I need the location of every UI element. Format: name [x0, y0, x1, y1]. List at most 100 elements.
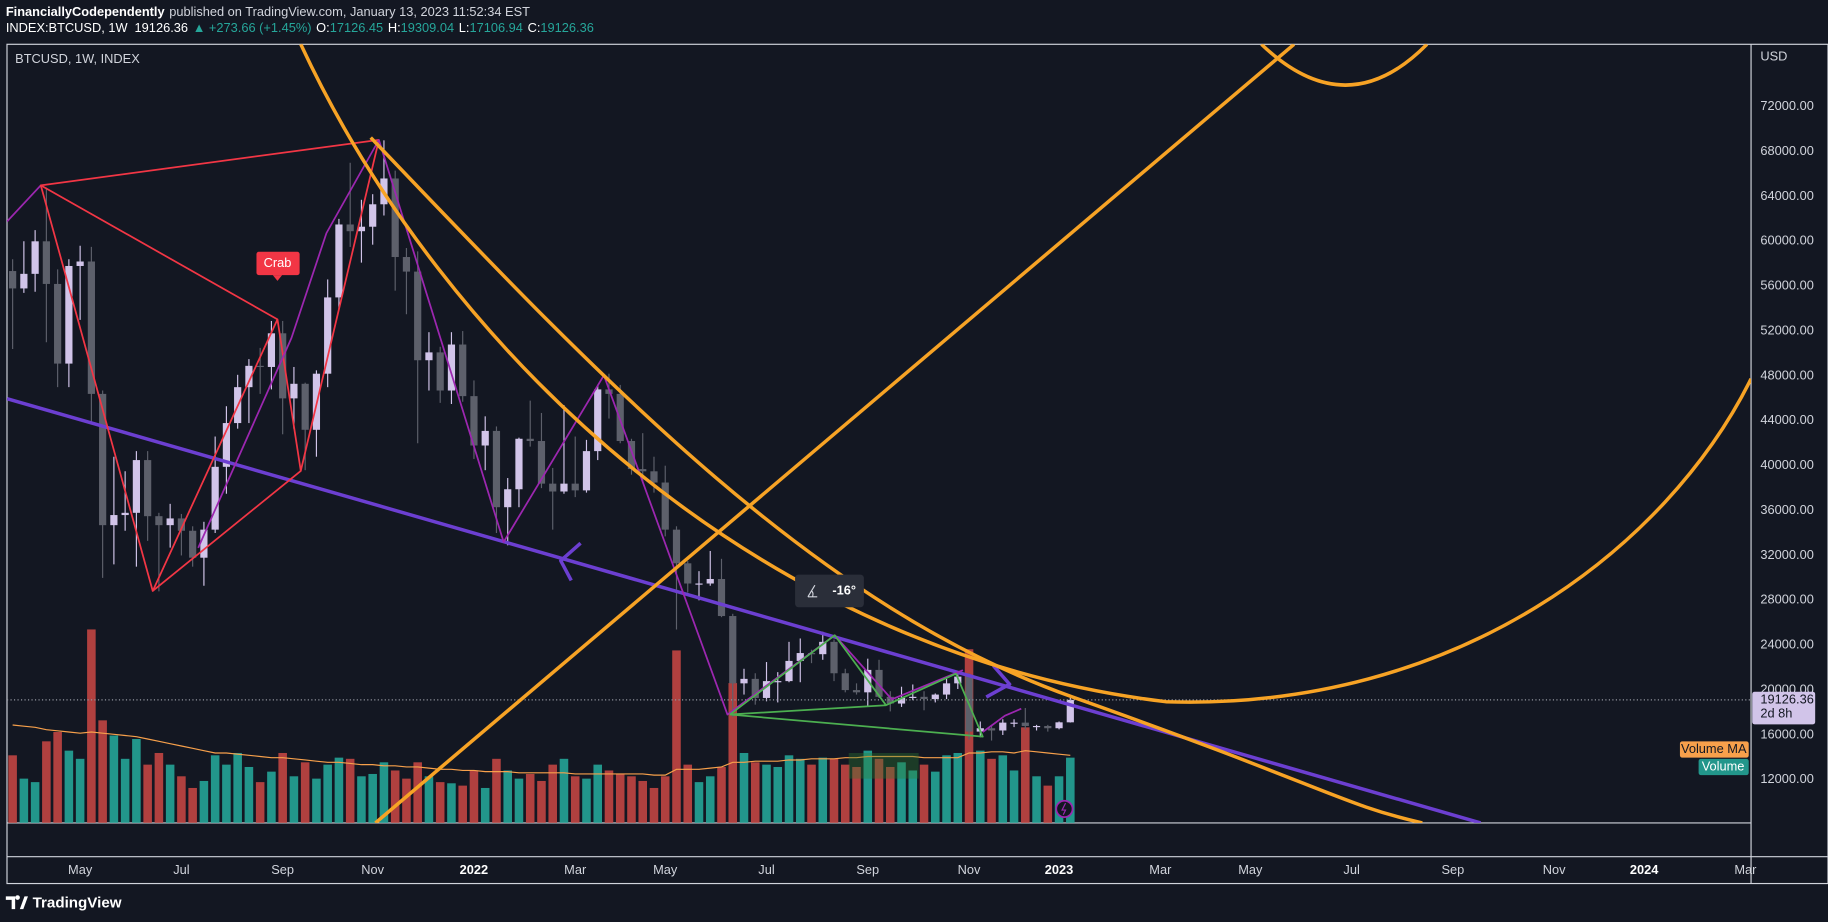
candle-body: [31, 241, 39, 274]
volume-bar: [267, 771, 276, 823]
y-tick-label: 48000.00: [1760, 367, 1813, 382]
volume-bar: [1043, 785, 1053, 823]
volume-bar: [19, 778, 29, 823]
arrow: [985, 664, 1012, 699]
x-tick-label: Sep: [856, 862, 879, 877]
candle-body: [504, 489, 512, 508]
ohlc-value: 19126.36: [540, 21, 593, 36]
candle-body: [740, 678, 748, 684]
y-tick-label: 16000.00: [1760, 726, 1813, 741]
volume-bar: [1021, 727, 1030, 823]
candle-body: [661, 482, 669, 530]
candle-body: [301, 383, 309, 430]
volume-bar: [728, 683, 738, 823]
last: 19126.36: [135, 21, 188, 36]
frame-border: [6, 43, 1828, 885]
volume-bar: [987, 758, 996, 823]
volume-bar: [300, 762, 310, 823]
candle-body: [526, 438, 534, 442]
x-tick-label: May: [653, 862, 678, 877]
x-tick-label: 2023: [1045, 862, 1074, 877]
pattern-label: Crab: [264, 255, 292, 270]
volume-bar: [53, 732, 62, 823]
ohlc-value: 17106.94: [469, 21, 522, 36]
candle-body: [909, 696, 917, 698]
candle-body: [751, 678, 759, 698]
tooltip-box: [795, 574, 864, 608]
volume-bar: [30, 782, 40, 823]
volume-bar: [64, 750, 74, 823]
ohlc-label: C:: [528, 21, 541, 36]
change: ▲ +273.66 (+1.45%): [193, 21, 312, 36]
volume-bar: [199, 780, 209, 823]
legend-box: [1698, 758, 1749, 776]
candle-body: [875, 669, 883, 697]
ohlc-label: H:: [388, 21, 401, 36]
volume-bar: [480, 787, 490, 823]
volume-bar: [604, 770, 614, 823]
volume-bar: [627, 776, 636, 823]
volume-bar: [1054, 776, 1064, 823]
pattern-green: [729, 634, 984, 738]
candle-body: [155, 516, 163, 526]
volume-bar: [424, 776, 434, 823]
volume-bar: [672, 650, 681, 823]
arrow: [559, 541, 582, 582]
volume-bar: [244, 766, 254, 823]
candle-body: [110, 515, 118, 526]
volume-bar: [942, 755, 951, 823]
candle-body: [830, 641, 838, 674]
volume-bar: [548, 764, 557, 823]
candle-body: [1021, 722, 1029, 726]
drawings: [6, 44, 1752, 823]
candle-body: [639, 469, 647, 472]
x-tick-label: Mar: [564, 862, 587, 877]
candle-body: [796, 653, 804, 661]
volume-bar: [852, 766, 861, 823]
orange-arc: [369, 136, 1423, 823]
volume-bar: [739, 752, 749, 823]
replay-icon: [1055, 799, 1074, 818]
volume-bar: [177, 776, 186, 823]
volume-bar: [750, 762, 760, 823]
x-tick-label: Jul: [1343, 862, 1359, 877]
candle-body: [729, 616, 737, 684]
volume-bar: [222, 764, 231, 823]
candle-body: [537, 441, 546, 484]
volume-bar: [537, 780, 546, 823]
candle-body: [1044, 725, 1052, 729]
candle-body: [897, 697, 906, 704]
x-tick-label: 2024: [1630, 862, 1659, 877]
candle-body: [245, 365, 253, 388]
candle-body: [65, 265, 73, 364]
y-tick-label: 52000.00: [1760, 322, 1813, 337]
candle-body: [717, 579, 726, 617]
volume-bar: [345, 758, 355, 823]
volume-bar: [379, 762, 389, 823]
candle-body: [549, 483, 557, 492]
volume-bar: [919, 764, 929, 823]
candle-body: [447, 344, 456, 391]
volume-ma-line: [12, 724, 1071, 776]
candle-body: [695, 583, 703, 585]
candle-body: [335, 224, 343, 298]
candle-body: [459, 344, 467, 397]
volume-bar: [402, 778, 411, 823]
ohlc-value: 17126.45: [330, 21, 383, 36]
candle-body: [144, 460, 152, 517]
x-tick-label: Mar: [1149, 862, 1172, 877]
candle-body: [87, 261, 95, 394]
label-box: [256, 251, 300, 276]
volume-bar: [154, 752, 164, 823]
candle-body: [391, 178, 399, 258]
x-tick-label: Nov: [361, 862, 384, 877]
crab-label: Crab: [256, 251, 300, 281]
volume-bar: [492, 758, 501, 823]
volume-bar: [447, 783, 456, 823]
candle-body: [1055, 722, 1063, 729]
y-tick-label: 32000.00: [1760, 547, 1813, 562]
candle-body: [582, 451, 591, 491]
volume-bar: [87, 629, 96, 823]
